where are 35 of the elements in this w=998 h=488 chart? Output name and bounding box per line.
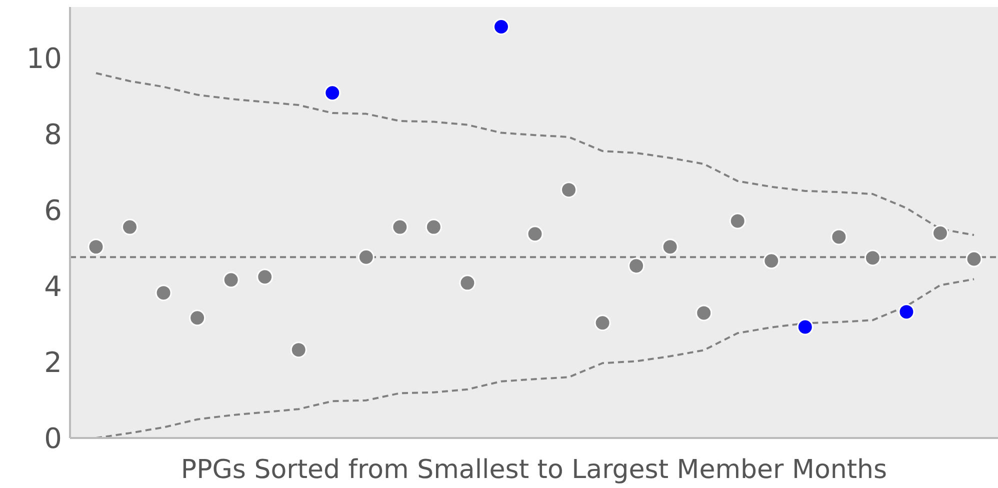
y-tick-label: 0 <box>44 422 62 455</box>
point <box>966 250 982 268</box>
y-tick-label: 6 <box>44 194 62 227</box>
y-tick-label: 2 <box>44 346 62 379</box>
point <box>864 250 881 266</box>
point <box>898 304 915 320</box>
line-series <box>95 278 975 438</box>
point <box>189 310 206 326</box>
point <box>932 224 948 242</box>
y-tick-label: 8 <box>44 118 62 151</box>
y-tick-label: 10 <box>26 42 62 75</box>
point <box>256 268 274 286</box>
point <box>155 284 172 302</box>
point <box>560 182 578 198</box>
point <box>290 342 307 358</box>
point <box>122 218 138 236</box>
x-axis-title: PPGs Sorted from Smallest to Largest Member Months <box>180 455 888 485</box>
point <box>763 252 780 270</box>
point <box>459 274 476 292</box>
y-tick-label: 4 <box>44 270 62 303</box>
point <box>222 272 240 288</box>
point <box>796 318 814 336</box>
point <box>425 218 442 236</box>
point <box>492 18 510 36</box>
point <box>830 228 848 246</box>
point <box>358 248 374 266</box>
point <box>88 238 104 256</box>
point <box>628 258 645 274</box>
point <box>324 84 341 102</box>
point <box>526 226 544 242</box>
point <box>392 218 408 236</box>
point <box>594 314 611 332</box>
point <box>662 238 678 256</box>
point <box>729 212 746 230</box>
point <box>696 304 712 322</box>
